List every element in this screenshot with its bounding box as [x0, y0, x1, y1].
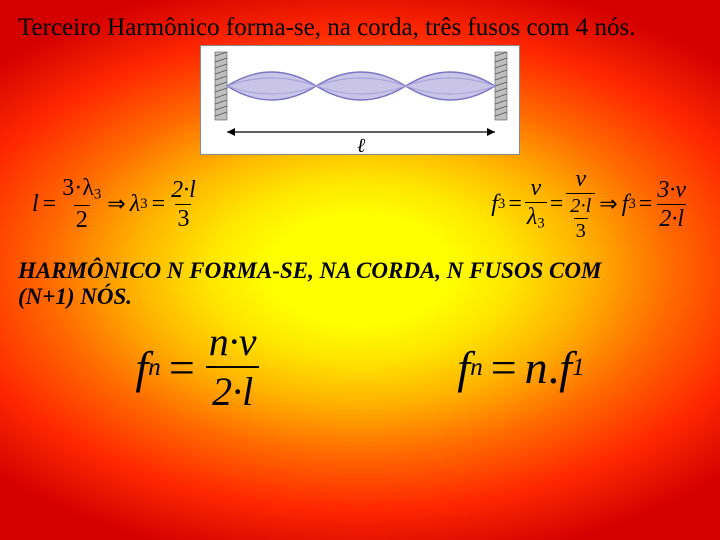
- implies-icon: ⇒: [107, 191, 125, 217]
- general-rule-text: HARMÔNICO N FORMA-SE, NA CORDA, N FUSOS …: [18, 258, 702, 311]
- small-formula-row: l = 3·λ3 2 ⇒ λ3 = 2·l 3 f3 = v λ3 = v: [18, 161, 702, 252]
- implies-icon: ⇒: [599, 191, 617, 217]
- title-text: Terceiro Harmônico forma-se, na corda, t…: [18, 14, 702, 43]
- standing-wave-svg: ℓ: [201, 46, 521, 156]
- formula-lambda3: l = 3·λ3 2 ⇒ λ3 = 2·l 3: [32, 176, 198, 232]
- formula-f3: f3 = v λ3 = v 2·l 3 ⇒ f3 = 3·v: [491, 167, 688, 242]
- big-formula-row: fn = n·v 2·l fn = n. f1: [18, 318, 702, 416]
- length-label: ℓ: [357, 135, 366, 156]
- slide: Terceiro Harmônico forma-se, na corda, t…: [0, 0, 720, 540]
- diagram-container: ℓ: [18, 45, 702, 155]
- third-harmonic-diagram: ℓ: [200, 45, 520, 155]
- formula-fn-nf1: fn = n. f1: [457, 341, 584, 394]
- formula-fn-fraction: fn = n·v 2·l: [135, 318, 262, 416]
